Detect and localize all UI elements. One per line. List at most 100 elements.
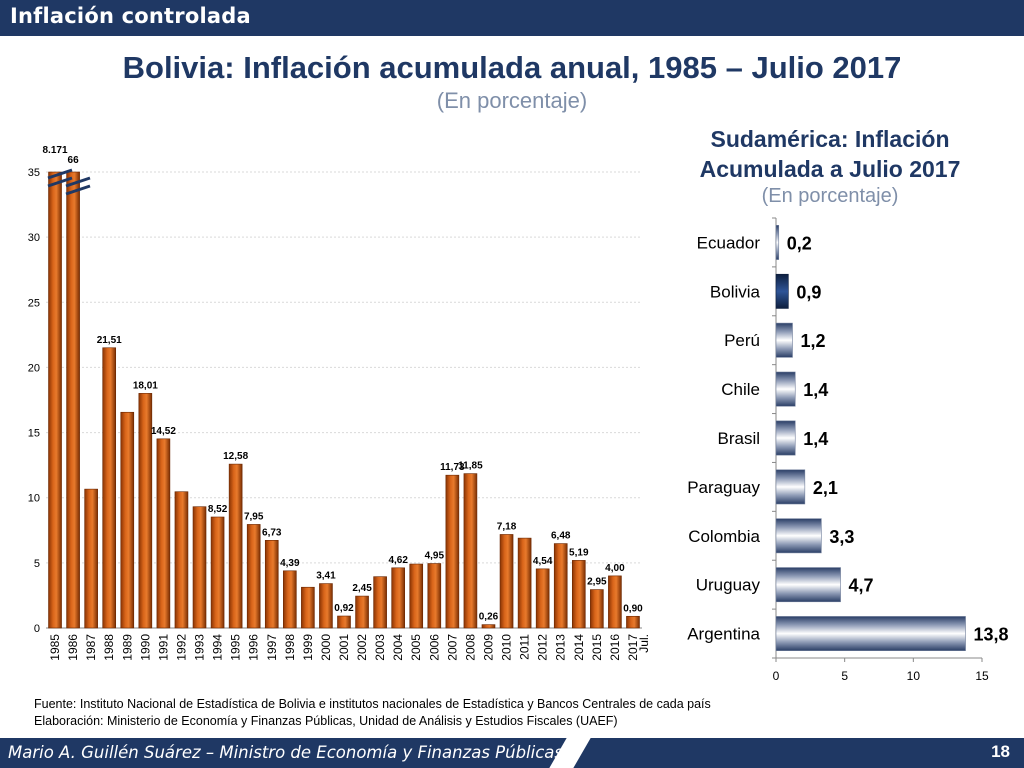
source-note: Fuente: Instituto Nacional de Estadístic… bbox=[34, 696, 711, 730]
page-number: 18 bbox=[991, 742, 1010, 761]
bar-1998 bbox=[283, 570, 297, 629]
bar-value-label: 2,1 bbox=[813, 478, 838, 498]
bar-2003 bbox=[373, 576, 387, 629]
bar-value-label: 6,73 bbox=[262, 527, 282, 538]
bar-2002 bbox=[355, 595, 369, 629]
x-tick-label: 1995 bbox=[229, 634, 243, 661]
bar-perú bbox=[775, 322, 793, 358]
x-tick-label: 2007 bbox=[445, 634, 459, 661]
x-tick-label: 2002 bbox=[355, 634, 369, 661]
bar-1992 bbox=[174, 491, 189, 629]
bar-1997 bbox=[264, 540, 279, 629]
bar-value-label: 4,00 bbox=[605, 563, 625, 574]
x-tick-label: 2001 bbox=[337, 634, 351, 661]
bar-value-label: 7,18 bbox=[497, 521, 517, 532]
bar-value-label: 13,8 bbox=[974, 625, 1009, 645]
bar-paraguay bbox=[775, 469, 806, 505]
right-chart-subtitle: (En porcentaje) bbox=[761, 185, 899, 207]
bar-1987 bbox=[84, 488, 98, 629]
footer-bar: Mario A. Guillén Suárez – Ministro de Ec… bbox=[0, 738, 1024, 768]
x-tick-label: 2005 bbox=[409, 634, 423, 661]
bar-1990 bbox=[138, 393, 153, 629]
category-label: Ecuador bbox=[697, 233, 761, 252]
bar-2005 bbox=[409, 563, 424, 629]
bolivia-inflation-chart: 0 5 10 15 20 25 30 358.171 1985 66 1986 1987 21,51 19… bbox=[28, 145, 651, 661]
axis-break-mark bbox=[65, 184, 91, 196]
bar-colombia bbox=[775, 518, 822, 554]
y-tick-label: 25 bbox=[28, 297, 40, 309]
bar-argentina bbox=[775, 616, 966, 651]
bar-2004 bbox=[391, 567, 405, 629]
bar-2011 bbox=[517, 537, 532, 629]
bar-value-label: 11,85 bbox=[458, 461, 483, 472]
x-tick-label: 1997 bbox=[265, 634, 279, 661]
elaboration-line: Elaboración: Ministerio de Economía y Fi… bbox=[34, 714, 618, 728]
bar-value-label: 14,52 bbox=[151, 426, 176, 437]
bar-value-label: 66 bbox=[68, 155, 80, 166]
bar-value-label: 8.171 bbox=[43, 145, 68, 156]
x-tick-label: 2000 bbox=[319, 634, 333, 661]
y-tick-label: 15 bbox=[28, 428, 40, 440]
x-tick-label: 2017 bbox=[626, 634, 640, 661]
category-label: Argentina bbox=[687, 625, 760, 644]
x-tick-label: 2012 bbox=[536, 634, 550, 661]
bar-chile bbox=[775, 371, 796, 407]
x-tick-label: 1992 bbox=[174, 634, 188, 661]
bar-1994 bbox=[210, 516, 225, 629]
bar-value-label: 0,9 bbox=[796, 282, 821, 302]
chart-subtitle: (En porcentaje) bbox=[436, 88, 588, 113]
x-tick-label: 2003 bbox=[373, 634, 387, 661]
bar-value-label: 6,48 bbox=[551, 531, 571, 542]
axis-break-mark bbox=[47, 176, 73, 188]
y-tick-label: 0 bbox=[34, 623, 40, 635]
bar-1991 bbox=[156, 438, 171, 629]
category-label: Brasil bbox=[717, 429, 760, 448]
x-tick-label: 0 bbox=[773, 669, 780, 683]
bar-2014 bbox=[571, 560, 586, 629]
bar-value-label: 1,4 bbox=[803, 429, 828, 449]
x-tick-note: Jul. bbox=[637, 634, 651, 653]
x-tick-label: 2006 bbox=[427, 634, 441, 661]
axis-break-mark bbox=[65, 176, 91, 188]
bar-brasil bbox=[775, 420, 796, 456]
y-tick-label: 5 bbox=[34, 558, 40, 570]
bar-value-label: 4,7 bbox=[849, 576, 874, 596]
bar-value-label: 21,51 bbox=[97, 335, 122, 346]
bar-value-label: 12,58 bbox=[223, 451, 248, 462]
bar-value-label: 0,92 bbox=[334, 603, 354, 614]
bar-value-label: 4,62 bbox=[388, 555, 408, 566]
bar-2009 bbox=[481, 624, 496, 629]
bar-2013 bbox=[553, 543, 568, 629]
bar-1996 bbox=[246, 524, 261, 629]
right-chart-title: Sudamérica: Inflación Acumulada a Julio … bbox=[655, 124, 1005, 184]
bar-value-label: 2,45 bbox=[352, 583, 372, 594]
chart-title: Bolivia: Inflación acumulada anual, 1985… bbox=[122, 50, 902, 85]
category-label: Colombia bbox=[688, 527, 760, 546]
bar-1993 bbox=[192, 506, 207, 629]
section-title: Inflación controlada bbox=[10, 4, 251, 28]
x-tick-label: 2009 bbox=[481, 634, 495, 661]
bar-2006 bbox=[427, 563, 442, 629]
bar-1985 bbox=[48, 171, 62, 629]
x-tick-label: 1993 bbox=[193, 634, 207, 661]
x-tick-label: 2016 bbox=[608, 634, 622, 661]
x-tick-label: 2013 bbox=[554, 634, 568, 661]
south-america-inflation-chart: 0 5 10 15 Ecuador 0,2 Bolivia 0,9 Perú 1,2 Chile 1,… bbox=[687, 217, 1009, 683]
bar-2008 bbox=[463, 473, 478, 629]
bar-value-label: 11,73 bbox=[440, 462, 465, 473]
bar-1986 bbox=[66, 171, 80, 629]
right-chart-title-line1: Sudamérica: Inflación bbox=[710, 126, 950, 152]
bar-bolivia bbox=[775, 273, 789, 309]
bar-value-label: 1,2 bbox=[800, 331, 825, 351]
bar-value-label: 0,26 bbox=[479, 612, 499, 623]
bar-1999 bbox=[301, 586, 315, 629]
bar-2012 bbox=[535, 568, 550, 629]
bar-2017 bbox=[626, 615, 640, 629]
x-tick-label: 2010 bbox=[500, 634, 514, 661]
bar-2016 bbox=[608, 575, 622, 629]
bar-value-label: 8,52 bbox=[208, 504, 228, 515]
x-tick-label: 1999 bbox=[301, 634, 315, 661]
x-tick-label: 2011 bbox=[518, 634, 532, 660]
y-tick-label: 35 bbox=[28, 167, 40, 179]
category-label: Uruguay bbox=[696, 576, 761, 595]
